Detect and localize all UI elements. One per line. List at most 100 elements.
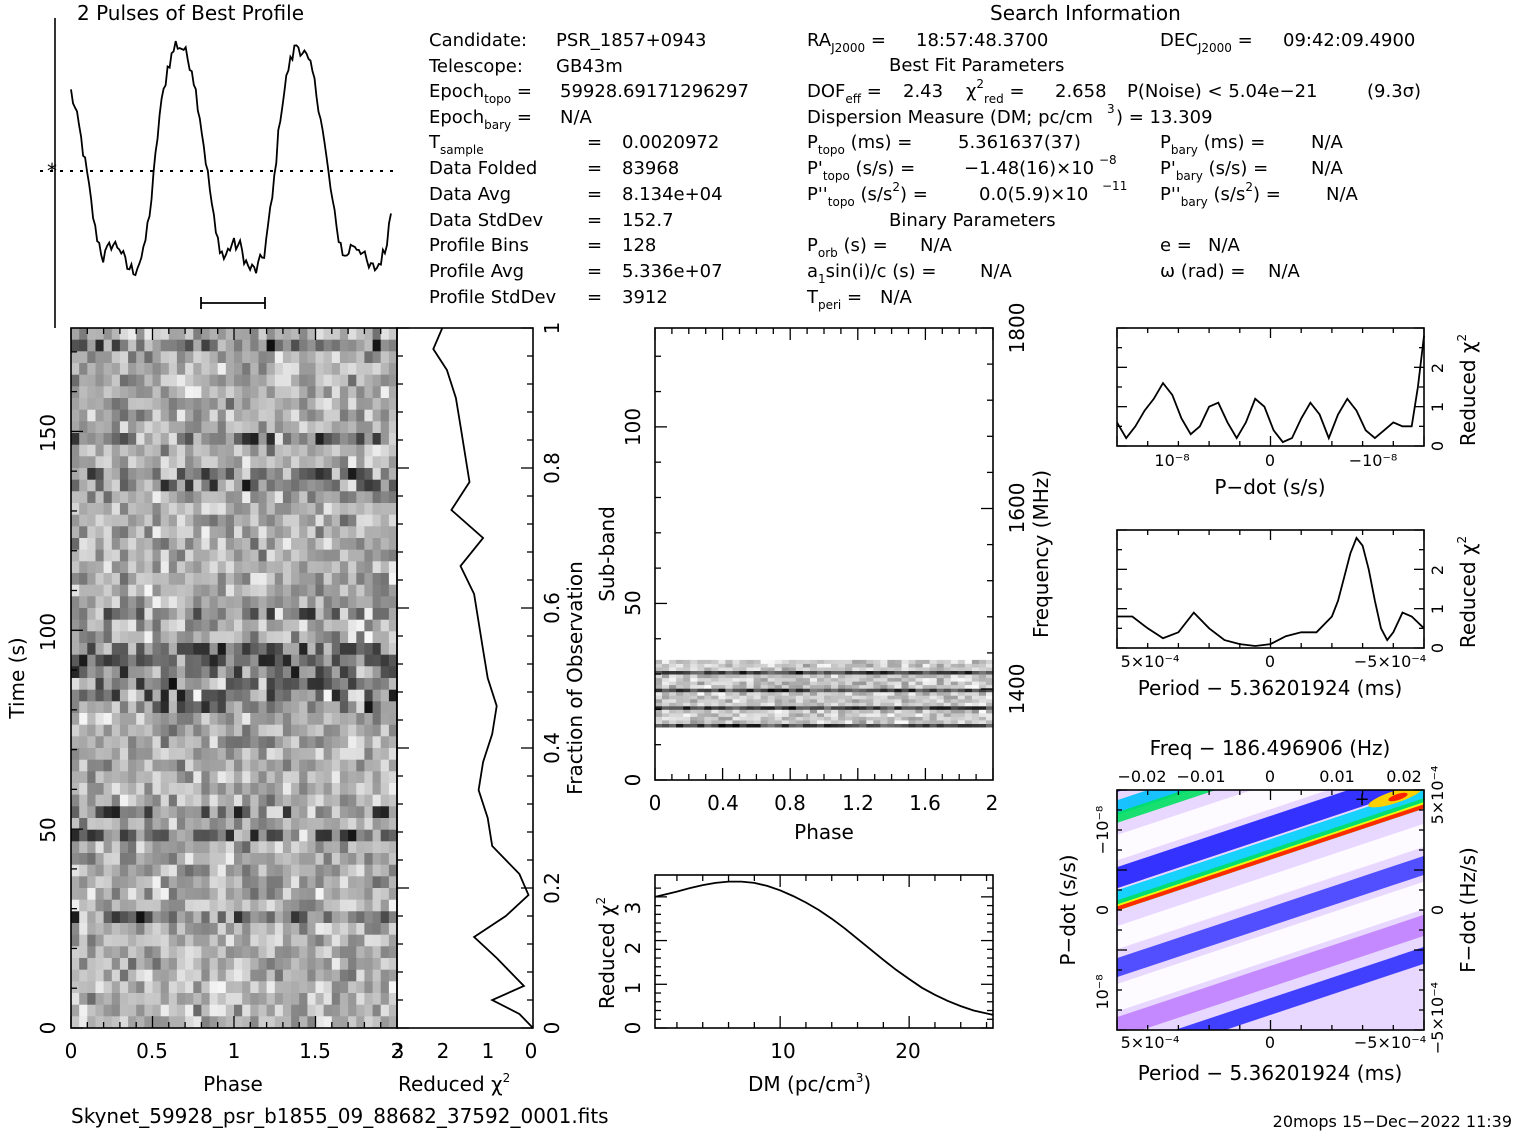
subband-cell <box>718 723 726 728</box>
time-phase-cell <box>152 479 162 492</box>
subband-cell <box>690 681 698 686</box>
time-phase-cell <box>217 654 227 667</box>
time-phase-cell <box>372 818 382 831</box>
time-phase-cell <box>331 794 341 807</box>
time-phase-cell <box>323 701 333 714</box>
time-phase-cell <box>87 864 97 877</box>
time-phase-cell <box>356 631 366 644</box>
time-phase-cell <box>323 421 333 434</box>
time-phase-cell <box>364 946 374 959</box>
time-phase-cell <box>103 678 113 691</box>
time-phase-cell <box>258 701 268 714</box>
subband-cell <box>901 670 910 675</box>
time-phase-cell <box>234 713 243 726</box>
subband-cell <box>978 670 987 675</box>
time-phase-cell <box>388 526 397 539</box>
time-phase-cell <box>144 584 154 597</box>
subband-cell <box>732 702 741 707</box>
subband-cell <box>943 663 952 668</box>
time-phase-cell <box>299 549 308 562</box>
time-phase-cell <box>299 596 308 609</box>
subband-cell <box>964 702 973 707</box>
subband-cell <box>887 702 895 707</box>
time-phase-cell <box>356 689 366 702</box>
subband-cell <box>831 684 839 689</box>
time-phase-cell <box>144 876 154 889</box>
subband-cell <box>824 677 832 682</box>
subband-cell <box>732 698 741 703</box>
dof-value: 2.43 <box>903 81 943 102</box>
time-phase-cell <box>201 981 211 994</box>
subband-cell <box>690 688 698 693</box>
subband-cell <box>809 684 818 689</box>
subband-cell <box>795 677 804 682</box>
time-phase-cell <box>103 724 113 737</box>
time-phase-cell <box>339 351 349 364</box>
time-phase-cell <box>388 561 397 574</box>
time-phase-cell <box>266 724 276 737</box>
time-phase-cell <box>128 526 137 539</box>
subband-cell <box>725 659 733 664</box>
time-phase-cell <box>225 479 235 492</box>
subband-cell <box>873 709 881 714</box>
time-phase-cell <box>282 328 292 341</box>
time-phase-cell <box>291 876 300 889</box>
subband-cell <box>957 663 966 668</box>
subband-cell <box>894 723 902 728</box>
t-peri-label: Tperi = <box>806 287 862 312</box>
subband-cell <box>824 712 832 717</box>
time-phase-cell <box>95 841 105 854</box>
subband-cell <box>767 663 776 668</box>
subband-cell <box>957 677 966 682</box>
time-phase-cell <box>380 864 390 877</box>
time-phase-cell <box>242 433 251 446</box>
time-phase-cell <box>339 654 349 667</box>
time-phase-cell <box>152 701 162 714</box>
time-phase-cell <box>144 771 154 784</box>
subband-cell <box>795 681 804 686</box>
time-phase-cell <box>299 736 308 749</box>
subband-cell <box>802 720 811 724</box>
subband-cell <box>831 695 839 700</box>
subband-cell <box>767 712 776 717</box>
time-phase-cell <box>242 584 251 597</box>
time-phase-cell <box>136 981 145 994</box>
subband-cell <box>718 667 726 671</box>
time-phase-cell <box>364 958 374 971</box>
subband-cell <box>908 716 917 721</box>
time-phase-cell <box>258 374 268 387</box>
time-phase-cell <box>315 794 325 807</box>
time-phase-cell <box>331 549 341 562</box>
subband-cell <box>866 674 874 679</box>
subband-cell <box>683 688 691 693</box>
time-phase-cell <box>356 678 366 691</box>
time-phase-cell <box>95 771 105 784</box>
time-phase-cell <box>144 853 154 866</box>
time-phase-cell <box>299 876 308 889</box>
time-phase-cell <box>111 456 121 469</box>
time-phase-cell <box>291 724 300 737</box>
subband-cell <box>774 705 783 710</box>
time-phase-cell <box>364 864 374 877</box>
time-phase-cell <box>209 759 219 772</box>
time-phase-cell <box>225 853 235 866</box>
subband-cell <box>669 698 677 703</box>
subband-cell <box>781 691 790 696</box>
time-phase-cell <box>282 748 292 761</box>
time-phase-cell <box>299 946 308 959</box>
time-phase-cell <box>315 969 325 982</box>
time-phase-cell <box>225 841 235 854</box>
time-phase-cell <box>307 853 317 866</box>
time-phase-cell <box>242 1016 251 1028</box>
subband-cell <box>978 698 987 703</box>
subband-cell <box>711 716 719 721</box>
subband-cell <box>929 691 938 696</box>
time-phase-cell <box>217 328 227 341</box>
time-phase-cell <box>111 818 121 831</box>
time-phase-cell <box>111 351 121 364</box>
time-phase-cell <box>339 783 349 796</box>
time-phase-cell <box>71 759 80 772</box>
time-phase-cell <box>234 829 243 842</box>
subband-cell <box>845 723 853 728</box>
subband-cell <box>662 709 670 714</box>
